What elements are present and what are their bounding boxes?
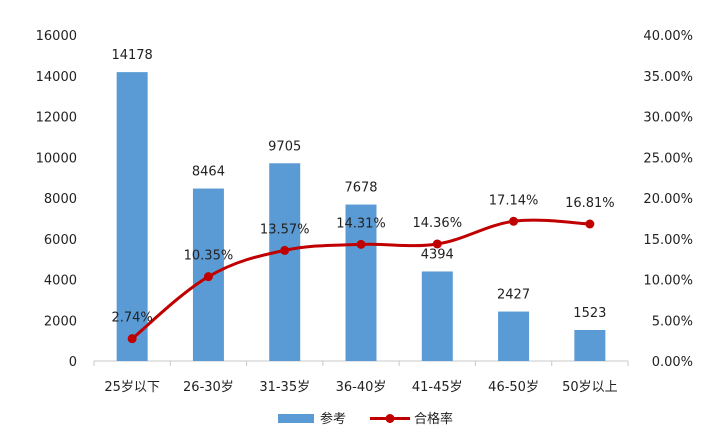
left-axis-tick-label: 0 — [69, 355, 77, 370]
x-axis-ticks: 25岁以下 26-30岁 31-35岁 36-40岁 41-45岁 46-50岁 50岁以上 — [104, 380, 617, 395]
line-marker — [280, 245, 290, 255]
x-axis-category-label: 50岁以上 — [562, 380, 618, 395]
bar-data-label: 8464 — [192, 165, 225, 180]
bar — [498, 311, 530, 361]
bar-data-label: 1523 — [573, 306, 606, 321]
line-marker — [432, 239, 442, 249]
bar-data-label: 2427 — [497, 288, 530, 303]
left-axis-tick-label: 10000 — [36, 151, 77, 166]
right-axis-tick-label: 15.00% — [643, 233, 693, 248]
bar-data-labels: 14178 8464 9705 7678 4394 2427 1523 — [111, 48, 606, 321]
x-axis-category-label: 36-40岁 — [336, 380, 387, 395]
bar-data-label: 4394 — [421, 247, 454, 262]
left-axis-tick-label: 8000 — [44, 192, 77, 207]
x-axis-category-label: 46-50岁 — [488, 380, 539, 395]
left-axis-tick-label: 14000 — [36, 70, 77, 85]
right-axis-ticks: 0.00% 5.00% 10.00% 15.00% 20.00% 25.00% 30.00%… — [643, 29, 693, 370]
right-axis-tick-label: 10.00% — [643, 274, 693, 289]
x-axis-category-label: 25岁以下 — [104, 380, 160, 395]
line-data-label: 10.35% — [184, 249, 234, 264]
line-marker — [356, 239, 366, 249]
bar — [345, 204, 377, 361]
right-axis-tick-label: 5.00% — [652, 314, 693, 329]
line-data-label: 17.14% — [489, 193, 539, 208]
axes — [93, 360, 629, 366]
right-axis-tick-label: 35.00% — [643, 70, 693, 85]
bar-data-label: 7678 — [344, 181, 377, 196]
left-axis-tick-label: 2000 — [44, 314, 77, 329]
right-axis-tick-label: 30.00% — [643, 111, 693, 126]
line-data-label: 16.81% — [565, 196, 615, 211]
line-marker — [127, 334, 137, 344]
bar-data-label: 9705 — [268, 139, 301, 154]
line-marker — [509, 216, 519, 226]
bar — [574, 329, 606, 361]
line-data-label: 2.74% — [111, 311, 152, 326]
legend: 参考 合格率 — [278, 411, 453, 427]
legend-swatch-marker — [385, 414, 395, 423]
bar — [421, 271, 453, 361]
x-axis-category-label: 26-30岁 — [183, 380, 234, 395]
line-data-labels: 2.74% 10.35% 13.57% 14.31% 14.36% 17.14% 16.81… — [111, 193, 614, 325]
left-axis-ticks: 0 2000 4000 6000 8000 10000 12000 14000 16000 — [36, 29, 77, 370]
line-data-label: 13.57% — [260, 222, 310, 237]
bar-data-label: 14178 — [111, 48, 152, 63]
bar — [116, 72, 148, 361]
left-axis-tick-label: 16000 — [36, 29, 77, 44]
left-axis-tick-label: 4000 — [44, 274, 77, 289]
left-axis-tick-label: 6000 — [44, 233, 77, 248]
bar — [269, 163, 301, 361]
legend-label-bar: 参考 — [320, 411, 346, 427]
line-data-label: 14.36% — [412, 216, 462, 231]
line-data-label: 14.31% — [336, 216, 386, 231]
right-axis-tick-label: 20.00% — [643, 192, 693, 207]
left-axis-tick-label: 12000 — [36, 111, 77, 126]
right-axis-tick-label: 25.00% — [643, 151, 693, 166]
line-series — [127, 216, 595, 344]
legend-swatch-bar — [278, 414, 314, 423]
right-axis-tick-label: 40.00% — [643, 29, 693, 44]
line-marker — [585, 219, 595, 229]
line-marker — [203, 272, 213, 282]
legend-label-line: 合格率 — [414, 411, 453, 427]
right-axis-tick-label: 0.00% — [652, 355, 693, 370]
x-axis-category-label: 31-35岁 — [259, 380, 310, 395]
x-axis-category-label: 41-45岁 — [412, 380, 463, 395]
